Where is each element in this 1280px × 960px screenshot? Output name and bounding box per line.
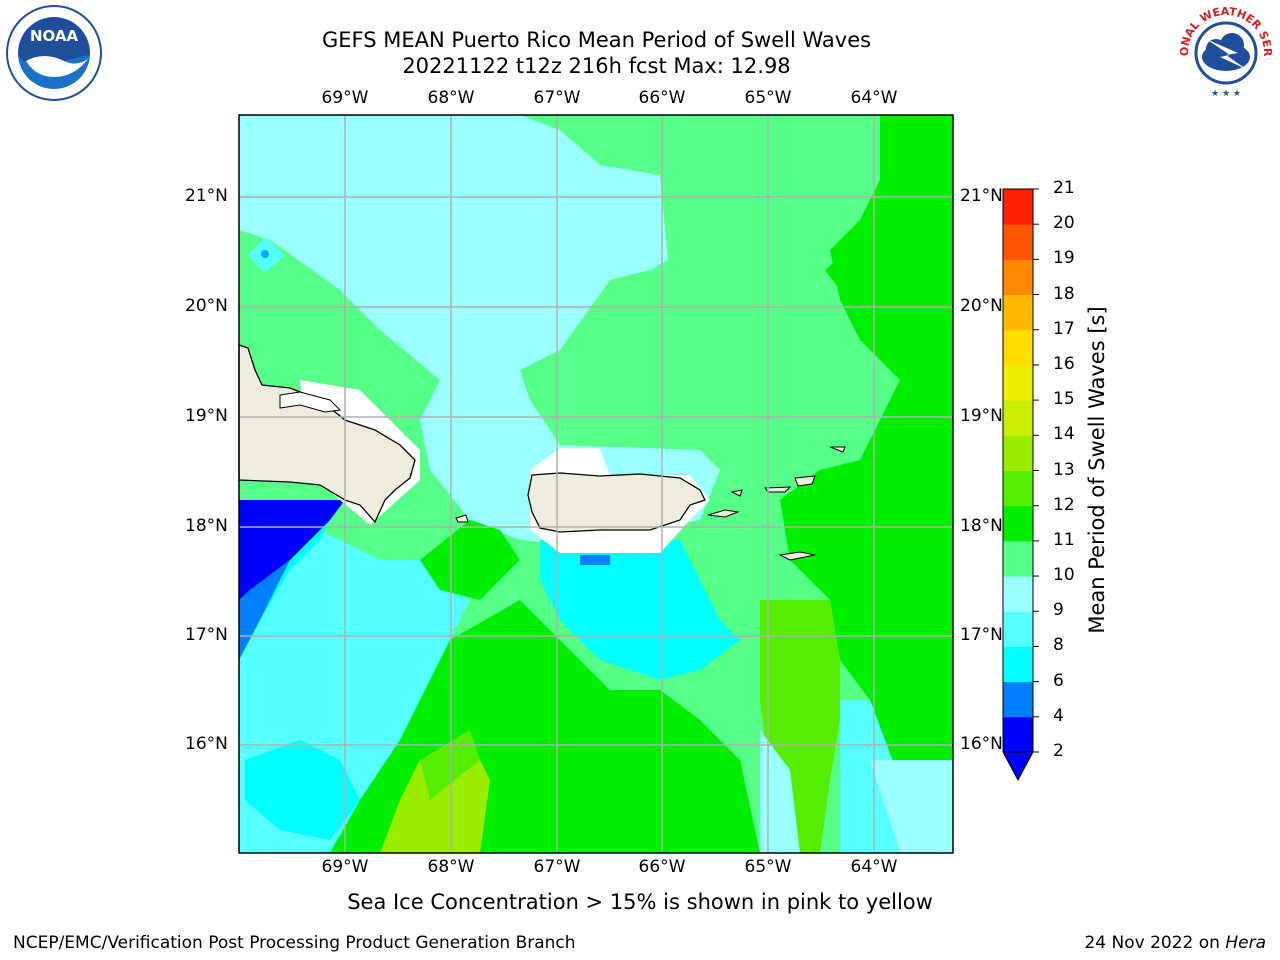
colorbar-tick-label: 12: [1053, 494, 1075, 515]
lat-label-left: 18°N: [185, 516, 228, 536]
colorbar-segment: [1003, 294, 1033, 331]
colorbar-extend-arrow: [1002, 751, 1034, 782]
colorbar-segment: [1003, 505, 1033, 542]
lat-label-right: 18°N: [960, 516, 1003, 536]
gridlines: [239, 115, 953, 853]
lat-label-left: 20°N: [185, 296, 228, 316]
chart-subtitle: 20221122 t12z 216h fcst Max: 12.98: [402, 54, 791, 78]
colorbar-tick-label: 4: [1053, 705, 1064, 726]
lon-label-top: 66°W: [638, 88, 686, 108]
lat-label-right: 21°N: [960, 186, 1003, 206]
colorbar-tick-label: 10: [1053, 565, 1075, 586]
colorbar-tick-label: 14: [1053, 424, 1075, 445]
colorbar-segment: [1003, 576, 1033, 612]
sea-ice-note: Sea Ice Concentration > 15% is shown in …: [347, 890, 933, 914]
contour-8-9: [239, 115, 720, 545]
lat-label-left: 21°N: [185, 186, 228, 206]
colorbar-segment: [1003, 189, 1033, 225]
lat-label-left: 16°N: [185, 734, 228, 754]
lon-label-bottom: 66°W: [638, 857, 686, 877]
colorbar-segment: [1003, 259, 1033, 296]
colorbar-segment: [1003, 329, 1033, 366]
lon-label-bottom: 67°W: [533, 857, 581, 877]
lat-label-right: 16°N: [960, 734, 1003, 754]
colorbar-segment: [1003, 716, 1033, 753]
footer-credit: NCEP/EMC/Verification Post Processing Pr…: [13, 933, 576, 953]
colorbar-tick-label: 19: [1053, 248, 1075, 269]
colorbar-tick-label: 13: [1053, 459, 1075, 480]
lon-label-bottom: 68°W: [427, 857, 475, 877]
lon-label-top: 69°W: [321, 88, 369, 108]
colorbar-tick-label: 2: [1053, 741, 1064, 761]
nws-logo: NATIONAL WEATHER SERVICE ★ ★ ★: [1176, 3, 1274, 100]
colorbar-tick-label: 21: [1053, 178, 1075, 198]
lat-label-left: 19°N: [185, 406, 228, 426]
lon-label-bottom: 64°W: [850, 857, 898, 877]
map-frame: [238, 114, 954, 854]
noaa-logo-text: NOAA: [30, 27, 79, 45]
colorbar-segment: [1003, 470, 1033, 507]
colorbar-tick-label: 18: [1053, 283, 1075, 304]
colorbar-segment: [1003, 364, 1033, 401]
colorbar-segment: [1003, 435, 1033, 471]
colorbar-label: Mean Period of Swell Waves [s]: [1085, 306, 1109, 634]
lat-label-left: 17°N: [185, 625, 228, 645]
lon-label-bottom: 65°W: [744, 857, 792, 877]
colorbar-tick-label: 16: [1053, 353, 1075, 374]
colorbar-tick-label: 8: [1053, 635, 1064, 656]
colorbar-segment: [1003, 646, 1033, 683]
colorbar-segment: [1003, 400, 1033, 436]
colorbar-segment: [1003, 681, 1033, 718]
lon-label-top: 65°W: [744, 88, 792, 108]
footer-machine: Hera: [1225, 933, 1266, 953]
lon-label-top: 67°W: [533, 88, 581, 108]
lat-label-right: 20°N: [960, 296, 1003, 316]
colorbar-segment: [1003, 540, 1033, 577]
lat-label-right: 19°N: [960, 406, 1003, 426]
lon-label-top: 64°W: [850, 88, 898, 108]
colorbar: [1002, 188, 1039, 782]
hispaniola-land: [238, 344, 416, 524]
lon-label-bottom: 69°W: [321, 857, 369, 877]
colorbar-tick-label: 20: [1053, 213, 1075, 234]
colorbar-segment: [1003, 611, 1033, 647]
puerto-rico-land: [527, 472, 706, 533]
lon-label-top: 68°W: [427, 88, 475, 108]
chart-title: GEFS MEAN Puerto Rico Mean Period of Swe…: [321, 28, 872, 52]
footer-date: 24 Nov 2022 on Hera: [1084, 933, 1266, 953]
svg-text:★ ★ ★: ★ ★ ★: [1211, 89, 1241, 99]
noaa-logo: NOAA: [6, 5, 102, 101]
colorbar-tick-label: 11: [1053, 529, 1075, 550]
contour-10-11: [780, 115, 953, 853]
colorbar-tick-label: 6: [1053, 670, 1064, 691]
colorbar-tick-label: 17: [1053, 318, 1075, 339]
colorbar-tick-label: 15: [1053, 389, 1075, 410]
colorbar-tick-label: 9: [1053, 600, 1064, 621]
contour-2-4: [239, 500, 345, 600]
lat-label-right: 17°N: [960, 625, 1003, 645]
colorbar-segment: [1003, 224, 1033, 260]
